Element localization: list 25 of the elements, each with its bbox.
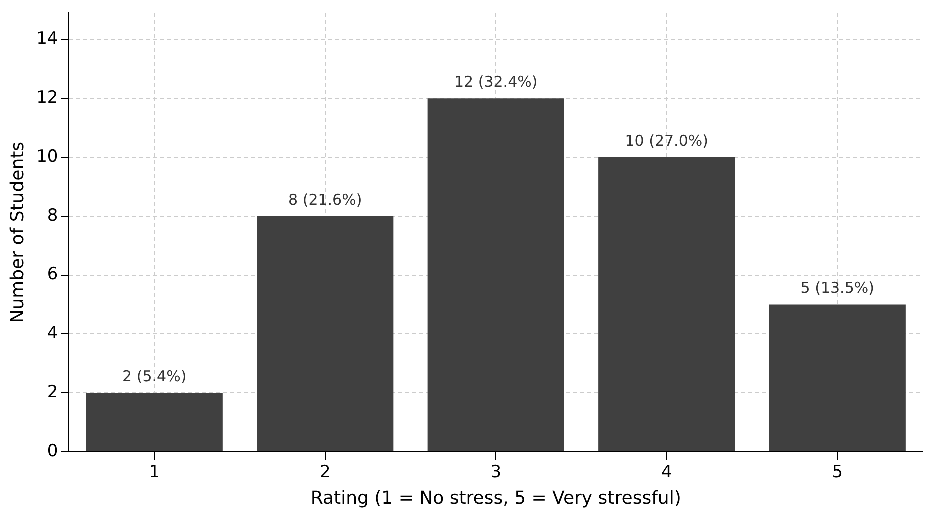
data-label: 2 (5.4%) bbox=[122, 367, 187, 386]
bar bbox=[769, 304, 906, 452]
y-axis-title: Number of Students bbox=[7, 142, 28, 324]
y-tick-label: 4 bbox=[47, 324, 58, 344]
x-tick-label: 5 bbox=[832, 462, 844, 483]
data-label: 8 (21.6%) bbox=[288, 190, 362, 209]
y-tick-label: 10 bbox=[36, 146, 58, 167]
y-tick-label: 12 bbox=[36, 88, 58, 108]
data-label: 5 (13.5%) bbox=[800, 279, 874, 298]
y-tick-label: 8 bbox=[47, 206, 58, 226]
y-tick-label: 2 bbox=[47, 382, 58, 403]
x-tick-label: 2 bbox=[320, 462, 331, 483]
bar bbox=[86, 393, 223, 452]
bar bbox=[257, 216, 394, 452]
data-label: 10 (27.0%) bbox=[625, 132, 708, 150]
data-label: 12 (32.4%) bbox=[454, 72, 538, 91]
bar bbox=[428, 98, 564, 452]
x-axis-title: Rating (1 = No stress, 5 = Very stressful) bbox=[310, 488, 682, 509]
x-tick-label: 3 bbox=[490, 462, 502, 483]
y-tick-label: 14 bbox=[36, 29, 58, 50]
x-tick-label: 4 bbox=[661, 462, 672, 483]
bar bbox=[598, 158, 736, 452]
y-tick-label: 6 bbox=[47, 264, 58, 285]
x-tick-label: 1 bbox=[149, 462, 160, 483]
y-tick-label: 0 bbox=[47, 441, 58, 462]
